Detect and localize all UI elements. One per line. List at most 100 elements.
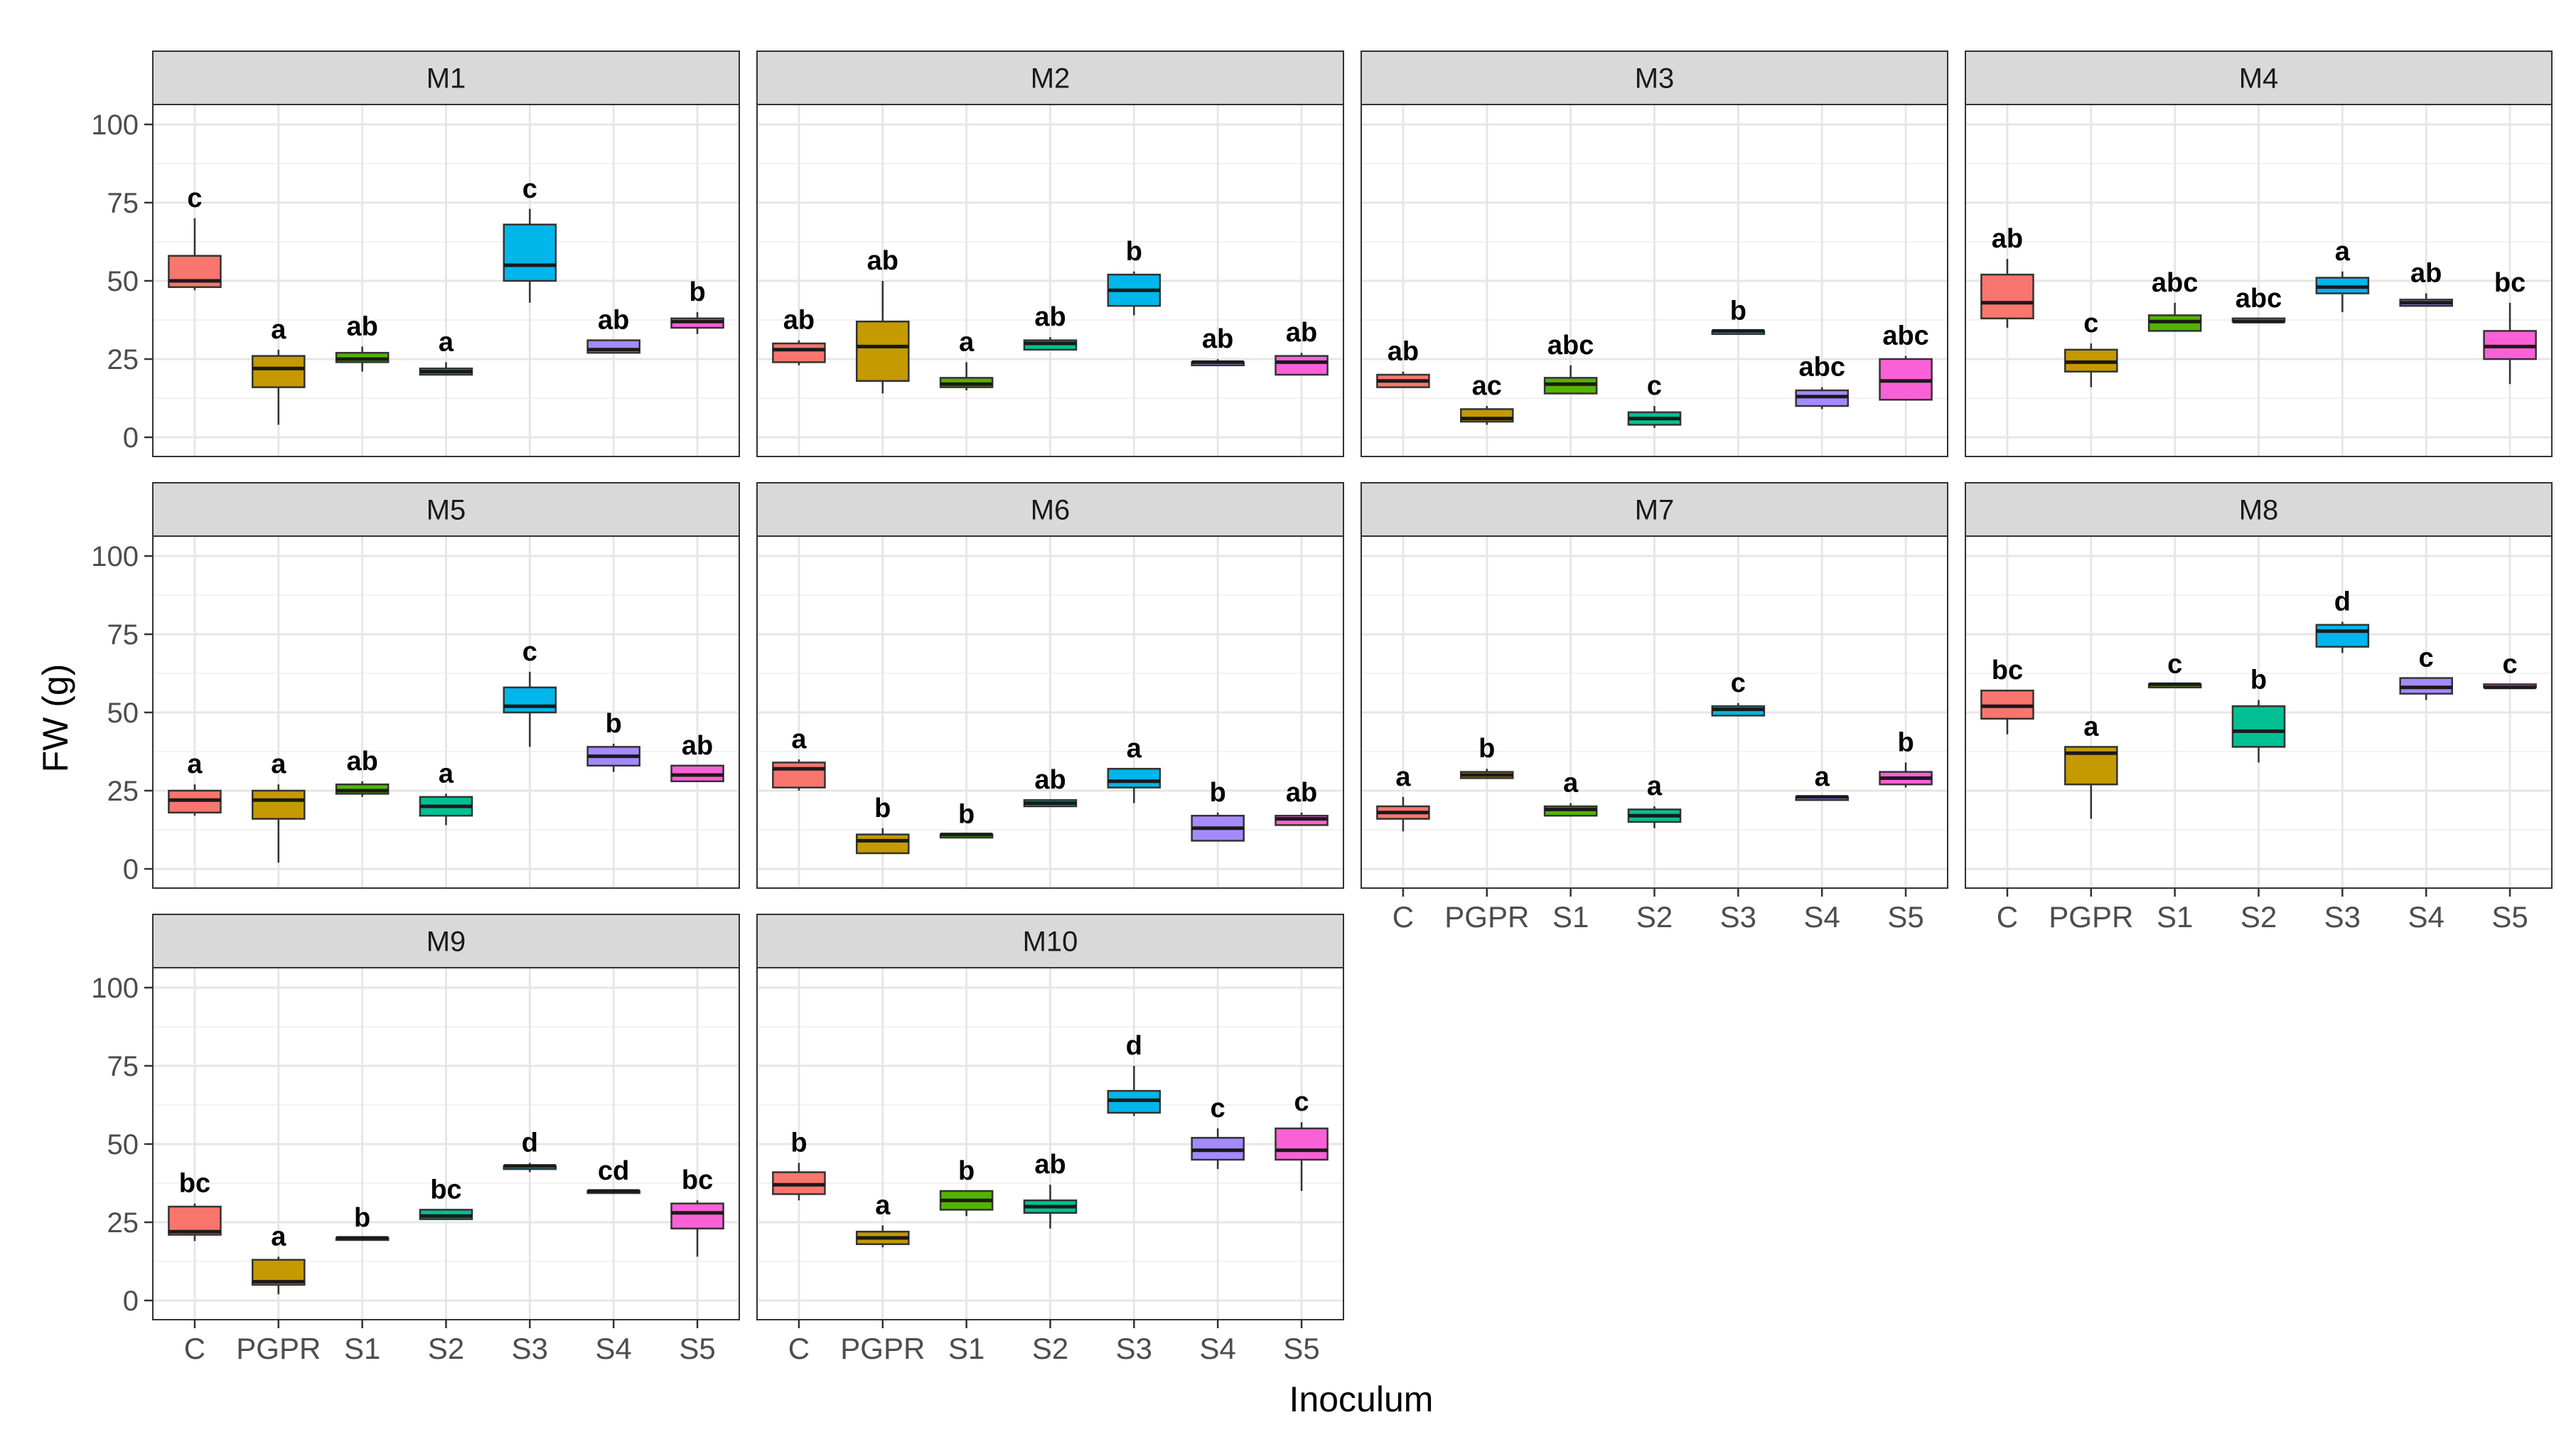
box-iqr [1274, 355, 1329, 376]
x-tick-label: S2 [2240, 900, 2277, 934]
significance-label: b [689, 277, 705, 307]
significance-label: c [2419, 643, 2434, 673]
box-iqr [1274, 1127, 1329, 1161]
x-tick-label: S2 [1032, 1332, 1068, 1365]
x-axis-title: Inoculum [1289, 1379, 1434, 1419]
box-m4-s4: ab [2399, 259, 2453, 307]
significance-label: bc [179, 1169, 210, 1199]
x-tick-label: S3 [1116, 1332, 1152, 1365]
facet-strip [756, 482, 1344, 537]
box-m1-s1: ab [335, 311, 390, 372]
box-m5-s3: c [503, 637, 557, 747]
box-iqr [252, 789, 306, 820]
box-m10-s1: b [939, 1156, 994, 1217]
box-m6-s2: ab [1023, 765, 1078, 808]
box-m7-s3: c [1711, 668, 1766, 717]
box-m7-s4: a [1795, 762, 1849, 801]
box-m2-s3: b [1107, 237, 1161, 316]
significance-label: c [1647, 371, 1662, 401]
box-m10-s2: ab [1023, 1150, 1078, 1229]
box-m2-s2: ab [1023, 302, 1078, 351]
y-tick-label: 0 [123, 1286, 139, 1317]
significance-label: ab [867, 246, 898, 276]
box-m7-pgpr: b [1460, 734, 1514, 779]
box-iqr [772, 342, 826, 363]
box-m7-s1: a [1543, 769, 1598, 817]
box-m2-c: ab [772, 306, 826, 365]
facet-strip [152, 914, 740, 968]
significance-label: ab [1992, 224, 2023, 254]
box-m10-c: b [772, 1128, 826, 1201]
significance-label: d [2334, 587, 2351, 616]
facet-strip [1361, 50, 1948, 105]
box-m1-s5: b [670, 277, 724, 334]
significance-label: b [958, 1156, 975, 1186]
x-tick-label: S2 [1636, 900, 1673, 934]
significance-label: a [875, 1190, 891, 1220]
x-tick-label: S3 [1720, 900, 1756, 934]
box-iqr [1980, 273, 2034, 320]
facet-label: M8 [2239, 495, 2279, 526]
significance-label: a [1815, 762, 1830, 792]
significance-label: cd [598, 1156, 629, 1186]
box-m1-s4: ab [586, 306, 641, 354]
y-tick-label: 50 [107, 1129, 139, 1160]
significance-label: bc [430, 1175, 461, 1204]
facet-strip [152, 50, 740, 105]
box-m4-s3: a [2315, 237, 2370, 312]
significance-label: b [1478, 734, 1495, 764]
box-m3-s2: c [1627, 371, 1682, 428]
panel-border [1361, 104, 1948, 457]
x-tick-label: PGPR [1444, 900, 1529, 934]
box-m10-pgpr: a [856, 1190, 910, 1248]
box-m4-s2: abc [2231, 284, 2286, 324]
box-m8-s3: d [2315, 587, 2370, 653]
box-m3-pgpr: ac [1460, 371, 1514, 425]
box-m7-s5: b [1879, 727, 1933, 788]
significance-label: ab [1286, 778, 1317, 808]
box-m10-s5: c [1274, 1087, 1329, 1191]
box-m8-s5: c [2483, 649, 2537, 690]
x-tick-label: C [1392, 900, 1414, 934]
box-m4-pgpr: c [2064, 309, 2118, 388]
box-m5-pgpr: a [252, 749, 306, 863]
y-tick-label: 0 [123, 422, 139, 454]
significance-label: a [439, 759, 454, 789]
y-tick-label: 0 [123, 854, 139, 885]
x-tick-label: PGPR [2049, 900, 2133, 934]
box-m10-s3: d [1107, 1031, 1161, 1116]
significance-label: ab [1286, 318, 1317, 348]
significance-label: b [1897, 727, 1914, 757]
significance-label: abc [1798, 353, 1845, 383]
facet-strip [756, 50, 1344, 105]
y-axis-title: FW (g) [36, 664, 75, 773]
panel-m3: M3 ab ac abc c b abc abc [1361, 50, 1948, 457]
facet-strip [1361, 482, 1948, 537]
box-m2-s1: a [939, 327, 994, 390]
box-m6-s1: b [939, 800, 994, 839]
box-iqr [252, 355, 306, 388]
panel-m1: M1 c a ab a c ab b 0 25 50 75 100 [91, 50, 740, 457]
box-m9-s2: bc [419, 1175, 473, 1220]
significance-label: bc [1992, 656, 2023, 685]
x-tick-label: S4 [596, 1332, 632, 1365]
x-tick-label: S1 [1552, 900, 1589, 934]
box-m5-c: a [168, 749, 222, 816]
box-m9-s4: cd [586, 1156, 641, 1195]
box-m8-s4: c [2399, 643, 2453, 700]
significance-label: ab [1202, 324, 1233, 354]
box-m3-s5: abc [1879, 321, 1933, 401]
y-tick-label: 25 [107, 776, 139, 807]
facet-label: M3 [1635, 63, 1675, 95]
box-m6-c: a [772, 725, 826, 791]
significance-label: a [271, 315, 286, 345]
box-m8-s1: c [2147, 649, 2202, 689]
significance-label: ab [1034, 302, 1066, 332]
y-tick-label: 75 [107, 188, 139, 219]
significance-label: b [874, 794, 891, 823]
significance-label: c [522, 174, 537, 204]
box-m1-pgpr: a [252, 315, 306, 425]
